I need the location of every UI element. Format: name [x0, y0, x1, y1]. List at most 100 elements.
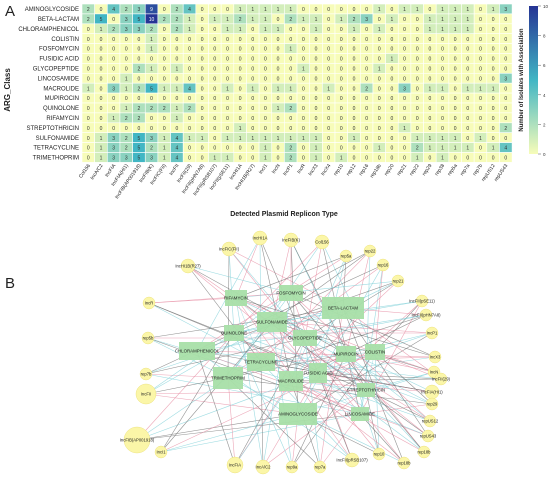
network-edge	[160, 351, 376, 453]
cell-value-label: 0	[504, 96, 507, 102]
cell-value-label: 1	[226, 156, 229, 162]
cell-value-label: 0	[150, 57, 153, 63]
cell-value-label: 0	[213, 37, 216, 43]
cell-value-label: 0	[226, 37, 229, 43]
cell-value-label: 0	[479, 96, 482, 102]
cell-value-label: 0	[175, 96, 178, 102]
cell-value-label: 0	[454, 67, 457, 73]
network-edge	[342, 307, 429, 437]
cell-value-label: 0	[188, 96, 191, 102]
replicon-node-circle	[123, 426, 151, 454]
cell-value-label: 2	[175, 27, 178, 33]
cell-value-label: 1	[466, 86, 469, 92]
replicon-node-circle	[417, 445, 431, 459]
cell-value-label: 2	[289, 156, 292, 162]
cell-value-label: 0	[315, 57, 318, 63]
cell-value-label: 5	[150, 86, 153, 92]
cell-value-label: 1	[454, 17, 457, 23]
cell-value-label: 0	[391, 106, 394, 112]
cell-value-label: 1	[264, 136, 267, 142]
cell-value-label: 0	[277, 47, 280, 53]
cell-value-label: 2	[87, 7, 90, 13]
cell-value-label: 0	[289, 27, 292, 33]
cell-value-label: 2	[416, 146, 419, 152]
network-edge	[235, 297, 361, 415]
cell-value-label: 0	[353, 86, 356, 92]
replicon-node-circle	[314, 234, 330, 250]
replicon-node-label: rep18b	[417, 450, 431, 455]
arg-class-node: BETA-LACTAM	[322, 297, 364, 319]
replicon-node-circle	[221, 241, 237, 257]
cell-value-label: 1	[353, 136, 356, 142]
colorbar-tick-label: 4	[543, 93, 546, 98]
cell-value-label: 0	[226, 126, 229, 132]
network-edge	[233, 332, 293, 468]
cell-value-label: 1	[428, 17, 431, 23]
network-edge	[196, 350, 236, 466]
arg-class-node-box	[293, 330, 317, 346]
heatmap-cells: 2 0 4 2 3 9 0 2 4 0 0 0 1 1 1 1 1 0 0 0 0 0 0 1 0 1 1 0 1 1 1 0 1 32 5 0 3 5 1…	[81, 3, 513, 163]
replicon-node: repUS12	[422, 414, 439, 428]
arg-class-node-box	[351, 407, 369, 421]
arg-class-node-label: MACROLIDE	[278, 379, 304, 384]
cell-value-label: 0	[378, 57, 381, 63]
cell-value-label: 0	[226, 57, 229, 63]
cell-value-label: 2	[125, 116, 128, 122]
cell-value-label: 0	[504, 27, 507, 33]
cell-value-label: 0	[365, 27, 368, 33]
arg-class-node-label: MUPIROCIN	[333, 352, 358, 357]
replicon-node-label: rep5b	[143, 336, 154, 341]
cell-value-label: 0	[188, 76, 191, 82]
cell-value-label: 0	[327, 96, 330, 102]
cell-value-label: 0	[201, 27, 204, 33]
arg-class-node: SULFONAMIDE	[256, 312, 288, 332]
column-label: rep18b	[369, 163, 383, 179]
cell-value-label: 0	[112, 106, 115, 112]
cell-value-label: 0	[479, 57, 482, 63]
cell-value-label: 0	[365, 96, 368, 102]
cell-value-label: 1	[466, 7, 469, 13]
cell-value-label: 0	[454, 76, 457, 82]
arg-class-node: RIFAMYCIN	[224, 290, 248, 306]
replicon-node-circle	[372, 447, 386, 461]
cell-value-label: 0	[112, 57, 115, 63]
cell-value-label: 2	[163, 106, 166, 112]
replicon-node-circle	[423, 414, 437, 428]
network-edge	[187, 265, 292, 294]
cell-value-label: 3	[125, 17, 128, 23]
cell-value-label: 0	[327, 27, 330, 33]
cell-value-label: 0	[201, 86, 204, 92]
cell-value-label: 0	[403, 156, 406, 162]
cell-value-label: 0	[213, 57, 216, 63]
replicon-node: IncFIA	[226, 456, 244, 474]
column-label: IncN	[271, 163, 282, 175]
cell-value-label: 4	[112, 7, 115, 13]
arg-class-node: CHLORAMPHENICOL	[175, 342, 220, 360]
cell-value-label: 0	[213, 146, 216, 152]
cell-value-label: 1	[226, 86, 229, 92]
cell-value-label: 0	[302, 57, 305, 63]
cell-value-label: 1	[188, 17, 191, 23]
cell-value-label: 0	[479, 126, 482, 132]
cell-value-label: 0	[251, 156, 254, 162]
replicon-node-label: IncFII	[141, 392, 151, 397]
replicon-node: IncX3	[428, 350, 442, 364]
cell-value-label: 0	[365, 126, 368, 132]
arg-class-node-box	[279, 403, 317, 425]
cell-value-label: 0	[479, 146, 482, 152]
cell-value-label: 0	[264, 86, 267, 92]
colorbar-tick-label: 0	[543, 152, 546, 157]
cell-value-label: 0	[492, 96, 495, 102]
cell-value-label: 0	[163, 116, 166, 122]
cell-value-label: 0	[87, 37, 90, 43]
cell-value-label: 1	[125, 76, 128, 82]
cell-value-label: 0	[504, 57, 507, 63]
cell-value-label: 0	[251, 96, 254, 102]
replicon-node-label: rep16	[378, 263, 389, 268]
arg-class-node: COLISTIN	[365, 344, 385, 360]
row-label: STREPTOTHRICIN	[26, 126, 79, 132]
cell-value-label: 0	[239, 106, 242, 112]
cell-value-label: 4	[175, 156, 178, 162]
cell-value-label: 0	[441, 76, 444, 82]
